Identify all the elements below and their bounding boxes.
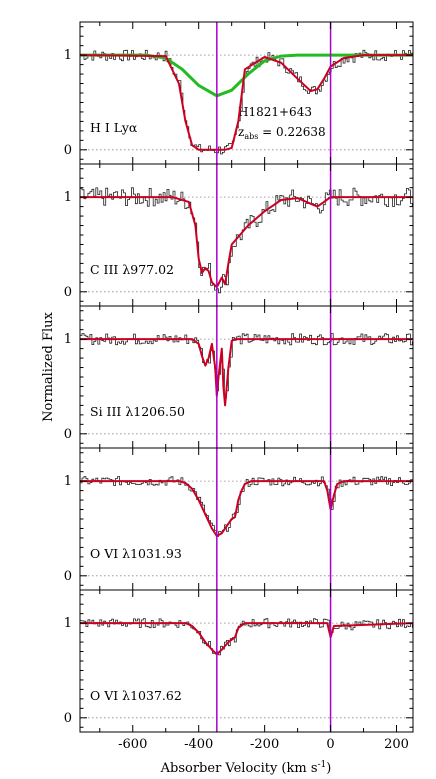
model-fit-line	[80, 196, 413, 289]
y-tick-label: 1	[64, 616, 72, 631]
panel-line-label: C III λ977.02	[90, 262, 174, 277]
model-fit-line	[80, 622, 414, 656]
x-tick-label: -400	[184, 737, 213, 752]
panel-line-label: O VI λ1031.93	[90, 546, 182, 561]
redshift-value: = 0.22638	[258, 125, 325, 139]
x-axis-label-exponent: -1	[318, 760, 327, 770]
panel-1: 0 1 H I Lyα	[64, 21, 414, 165]
panel-frame	[79, 589, 414, 733]
panel-line-label: H I Lyα	[90, 120, 138, 135]
x-axis-label-main: Absorber Velocity (km s	[160, 761, 318, 776]
y-tick-label: 1	[64, 474, 72, 489]
x-tick-label: 200	[384, 737, 409, 752]
panel-5: 0 1 O VI λ1037.62 -600 -400 -200 0 200	[64, 589, 414, 752]
y-tick-label: 0	[64, 427, 72, 442]
redshift-prefix: z	[238, 125, 244, 139]
y-tick-label: 1	[64, 190, 72, 205]
y-axis-label: Normalized Flux	[41, 311, 56, 421]
panel-3: 0 1 Si III λ1206.50	[64, 305, 414, 449]
panel-4: 0 1 O VI λ1031.93	[64, 447, 414, 591]
redshift-label: zabs = 0.22638	[238, 125, 326, 141]
panel-2: 0 1 C III λ977.02	[64, 163, 414, 307]
model-fit-line	[80, 480, 413, 537]
model-fit-line	[79, 54, 413, 151]
x-tick-label: 0	[326, 737, 334, 752]
observed-flux-histogram	[80, 476, 413, 537]
observed-flux-histogram	[80, 187, 413, 294]
y-tick-label: 0	[64, 569, 72, 584]
panel-frame	[79, 447, 414, 591]
y-tick-label: 0	[64, 711, 72, 726]
panel-line-label: O VI λ1037.62	[90, 688, 182, 703]
panels-group: 0 1 H I Lyα 0 1 C III λ977.02 0 1 Si III λ1206.5…	[64, 21, 414, 752]
observed-flux-histogram	[80, 333, 413, 399]
panel-frame	[79, 305, 414, 449]
x-tick-label: -600	[118, 737, 147, 752]
x-axis-label-end: )	[326, 761, 331, 776]
panel-frame	[79, 163, 414, 307]
y-tick-label: 0	[64, 143, 72, 158]
object-label: H1821+643	[238, 105, 312, 119]
x-axis-label: Absorber Velocity (km s-1)	[160, 760, 332, 776]
redshift-subscript: abs	[244, 132, 258, 141]
y-tick-label: 1	[64, 48, 72, 63]
y-tick-label: 1	[64, 332, 72, 347]
panel-line-label: Si III λ1206.50	[90, 404, 185, 419]
component-profile-line	[80, 53, 413, 98]
model-fit-line	[80, 338, 413, 407]
x-tick-label: -200	[250, 737, 279, 752]
y-tick-label: 0	[64, 285, 72, 300]
panel-frame	[79, 21, 414, 165]
